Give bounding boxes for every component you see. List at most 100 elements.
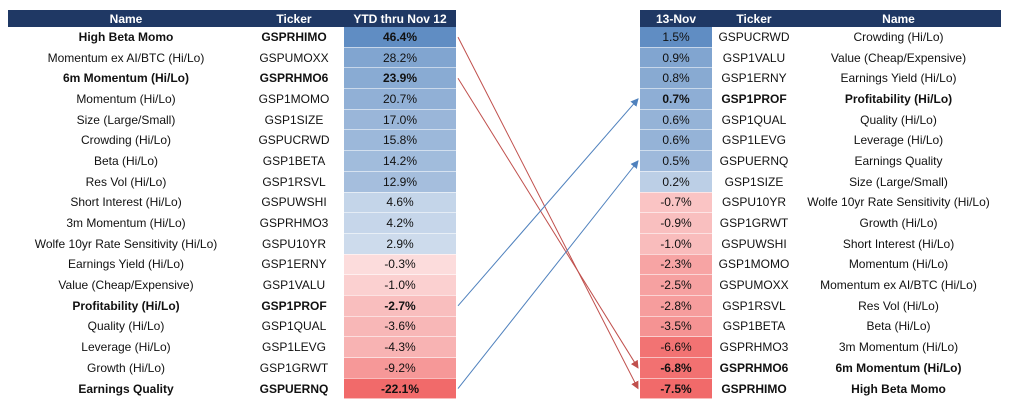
factor-name: Quality (Hi/Lo) <box>87 319 165 334</box>
ytd-value: 4.6% <box>344 192 456 214</box>
ytd-value: -2.7% <box>344 295 456 317</box>
nov13-value: -0.9% <box>640 212 712 234</box>
ytd-value: 20.7% <box>344 88 456 110</box>
table-row: 0.2% GSP1SIZE Size (Large/Small) <box>640 171 1001 193</box>
ticker: GSPRHMO6 <box>719 360 789 375</box>
table-row: Momentum ex AI/BTC (Hi/Lo) GSPUMOXX 28.2% <box>8 47 456 69</box>
header-name: Name <box>796 10 1001 27</box>
table-row: 0.8% GSP1ERNY Earnings Yield (Hi/Lo) <box>640 67 1001 90</box>
ytd-value: 2.9% <box>344 233 456 255</box>
ytd-value: 15.8% <box>344 129 456 152</box>
ticker: GSP1BETA <box>262 153 326 168</box>
nov13-value: 0.7% <box>640 88 712 110</box>
header-ticker: Ticker <box>712 10 796 27</box>
ytd-value: 14.2% <box>344 150 456 172</box>
factor-name: Profitability (Hi/Lo) <box>844 91 953 106</box>
nov13-factor-table: 13-Nov Ticker Name 1.5% GSPUCRWD Crowding … <box>640 10 1001 400</box>
table-row: Wolfe 10yr Rate Sensitivity (Hi/Lo) GSPU1… <box>8 233 456 255</box>
factor-name: Crowding (Hi/Lo) <box>80 133 172 148</box>
ytd-value: 28.2% <box>344 47 456 69</box>
table-row: -0.9% GSP1GRWT Growth (Hi/Lo) <box>640 212 1001 234</box>
table-row: -2.3% GSP1MOMO Momentum (Hi/Lo) <box>640 254 1001 276</box>
factor-name: Profitability (Hi/Lo) <box>72 298 180 313</box>
nov13-value: -7.5% <box>640 378 712 400</box>
table-row: Value (Cheap/Expensive) GSP1VALU -1.0% <box>8 274 456 296</box>
ticker: GSP1ERNY <box>261 257 327 272</box>
factor-name: Earnings Yield (Hi/Lo) <box>840 71 957 86</box>
table-row: Short Interest (Hi/Lo) GSPUWSHI 4.6% <box>8 192 456 214</box>
ticker: GSPU10YR <box>261 236 327 251</box>
ticker: GSPUMOXX <box>719 278 789 293</box>
table-row: 0.9% GSP1VALU Value (Cheap/Expensive) <box>640 47 1001 69</box>
factor-name: Wolfe 10yr Rate Sensitivity (Hi/Lo) <box>807 195 990 210</box>
ticker: GSPUCRWD <box>718 30 790 45</box>
ytd-value: 12.9% <box>344 171 456 193</box>
nov13-value: -0.7% <box>640 192 712 214</box>
header-date: 13-Nov <box>640 10 712 27</box>
factor-name: Leverage (Hi/Lo) <box>853 133 944 148</box>
ticker: GSP1QUAL <box>721 112 787 127</box>
ticker: GSPUMOXX <box>259 50 329 65</box>
arrow-gsprhimo <box>457 36 639 390</box>
arrow-gspuernq <box>457 160 639 389</box>
ytd-value: -0.3% <box>344 254 456 276</box>
header-ticker: Ticker <box>244 10 344 27</box>
factor-name: Earnings Yield (Hi/Lo) <box>67 257 185 272</box>
factor-name: Leverage (Hi/Lo) <box>81 340 171 355</box>
ticker: GSP1RSVL <box>722 298 786 313</box>
header-name: Name <box>8 10 244 27</box>
factor-name: 6m Momentum (Hi/Lo) <box>63 71 189 86</box>
ticker: GSP1RSVL <box>262 174 326 189</box>
ticker: GSP1QUAL <box>261 319 327 334</box>
ticker: GSP1VALU <box>262 278 326 293</box>
factor-name: 3m Momentum (Hi/Lo) <box>66 216 186 231</box>
ticker: GSP1GRWT <box>259 360 329 375</box>
nov13-value: 0.8% <box>640 67 712 90</box>
ytd-value: 17.0% <box>344 109 456 131</box>
factor-name: Short Interest (Hi/Lo) <box>70 195 182 210</box>
ticker: GSPUWSHI <box>261 195 327 210</box>
table-row: 0.5% GSPUERNQ Earnings Quality <box>640 150 1001 172</box>
factor-name: Quality (Hi/Lo) <box>860 112 937 127</box>
ticker: GSP1MOMO <box>718 257 790 272</box>
table-row: Quality (Hi/Lo) GSP1QUAL -3.6% <box>8 316 456 338</box>
ytd-value: -4.3% <box>344 336 456 358</box>
ytd-value: -3.6% <box>344 316 456 338</box>
factor-name: Beta (Hi/Lo) <box>93 153 159 168</box>
ticker: GSP1ERNY <box>721 71 787 86</box>
ticker: GSPRHMO3 <box>259 216 329 231</box>
ytd-value: 23.9% <box>344 67 456 90</box>
factor-name: 3m Momentum (Hi/Lo) <box>838 340 959 355</box>
ticker: GSPRHMO3 <box>719 340 789 355</box>
factor-name: Wolfe 10yr Rate Sensitivity (Hi/Lo) <box>34 236 218 251</box>
factor-name: 6m Momentum (Hi/Lo) <box>835 360 962 375</box>
factor-name: Value (Cheap/Expensive) <box>830 50 967 65</box>
table-row: -1.0% GSPUWSHI Short Interest (Hi/Lo) <box>640 233 1001 255</box>
table-row: 0.6% GSP1LEVG Leverage (Hi/Lo) <box>640 129 1001 152</box>
factor-name: Growth (Hi/Lo) <box>859 216 938 231</box>
table-row: Beta (Hi/Lo) GSP1BETA 14.2% <box>8 150 456 172</box>
ticker: GSP1PROF <box>721 91 787 106</box>
nov13-value: -2.5% <box>640 274 712 296</box>
table-row: 0.7% GSP1PROF Profitability (Hi/Lo) <box>640 88 1001 110</box>
ticker: GSP1LEVG <box>721 133 787 148</box>
ytd-value: 4.2% <box>344 212 456 234</box>
factor-name: Crowding (Hi/Lo) <box>853 30 944 45</box>
ticker: GSPUCRWD <box>258 133 330 148</box>
table-row: Momentum (Hi/Lo) GSP1MOMO 20.7% <box>8 88 456 110</box>
nov13-value: -3.5% <box>640 316 712 338</box>
ytd-value: -22.1% <box>344 378 456 400</box>
factor-name: Size (Large/Small) <box>849 174 948 189</box>
factor-name: Size (Large/Small) <box>76 112 176 127</box>
factor-name: High Beta Momo <box>851 381 946 396</box>
table-row: -2.5% GSPUMOXX Momentum ex AI/BTC (Hi/Lo) <box>640 274 1001 296</box>
factor-name: Momentum ex AI/BTC (Hi/Lo) <box>47 50 205 65</box>
table-row: -3.5% GSP1BETA Beta (Hi/Lo) <box>640 316 1001 338</box>
ticker: GSPRHMO6 <box>259 71 329 86</box>
ytd-factor-table: Name Ticker YTD thru Nov 12 High Beta Mo… <box>8 10 456 400</box>
ticker: GSPU10YR <box>721 195 787 210</box>
factor-name: High Beta Momo <box>78 30 174 45</box>
ticker: GSPRHIMO <box>721 381 787 396</box>
ytd-value: -9.2% <box>344 357 456 379</box>
factor-name: Res Vol (Hi/Lo) <box>85 174 167 189</box>
